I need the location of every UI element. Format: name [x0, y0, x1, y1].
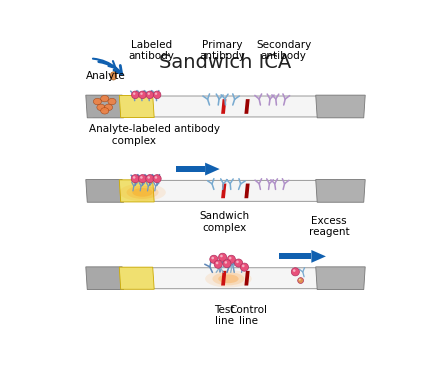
Polygon shape	[316, 267, 365, 290]
Circle shape	[133, 176, 136, 179]
Circle shape	[210, 255, 218, 263]
Circle shape	[291, 268, 300, 276]
Circle shape	[229, 257, 231, 259]
Ellipse shape	[119, 184, 166, 201]
Polygon shape	[244, 99, 249, 114]
Circle shape	[140, 176, 143, 179]
Text: Secondary
antibody: Secondary antibody	[256, 40, 312, 61]
Circle shape	[155, 93, 157, 95]
Circle shape	[214, 260, 222, 268]
Circle shape	[223, 260, 231, 268]
Ellipse shape	[132, 188, 153, 197]
Polygon shape	[312, 250, 326, 263]
Circle shape	[298, 277, 304, 284]
Polygon shape	[221, 99, 226, 114]
Circle shape	[131, 175, 139, 183]
Ellipse shape	[93, 98, 102, 105]
Circle shape	[211, 257, 214, 259]
Text: Analyte: Analyte	[86, 71, 125, 81]
Polygon shape	[221, 271, 226, 285]
Polygon shape	[316, 180, 365, 202]
Circle shape	[139, 175, 147, 183]
Text: Sandwich
complex: Sandwich complex	[199, 212, 249, 233]
Circle shape	[219, 253, 227, 261]
Circle shape	[227, 255, 235, 263]
Polygon shape	[90, 96, 364, 117]
FancyArrowPatch shape	[93, 59, 116, 68]
Polygon shape	[221, 184, 226, 198]
Polygon shape	[90, 268, 364, 289]
Bar	[279, 254, 312, 259]
Text: Test
line: Test line	[214, 305, 235, 326]
Circle shape	[147, 93, 150, 95]
Circle shape	[139, 91, 147, 99]
Polygon shape	[119, 180, 154, 202]
Polygon shape	[86, 95, 124, 118]
Circle shape	[235, 259, 243, 267]
Text: Sandwich ICA: Sandwich ICA	[159, 53, 292, 72]
Ellipse shape	[101, 95, 109, 102]
Circle shape	[132, 91, 139, 99]
Text: Primary
antibody: Primary antibody	[200, 40, 246, 61]
Bar	[176, 166, 205, 172]
Polygon shape	[244, 271, 249, 285]
Polygon shape	[90, 180, 364, 201]
Ellipse shape	[205, 270, 252, 288]
Polygon shape	[316, 95, 365, 118]
Circle shape	[153, 175, 161, 183]
Circle shape	[146, 91, 154, 99]
Circle shape	[224, 261, 227, 264]
Circle shape	[299, 279, 301, 280]
Circle shape	[293, 269, 296, 272]
Text: Control
line: Control line	[229, 305, 267, 326]
Circle shape	[242, 265, 245, 267]
Text: Labeled
antibody: Labeled antibody	[128, 40, 174, 61]
Polygon shape	[244, 184, 249, 198]
Ellipse shape	[104, 104, 113, 110]
Text: Analyte-labeled antibody
       complex: Analyte-labeled antibody complex	[89, 124, 220, 146]
Polygon shape	[86, 267, 124, 290]
Polygon shape	[86, 180, 124, 202]
Circle shape	[240, 263, 249, 271]
Circle shape	[236, 260, 239, 263]
Circle shape	[140, 93, 143, 95]
Ellipse shape	[101, 108, 109, 114]
Ellipse shape	[108, 98, 116, 105]
Ellipse shape	[218, 274, 238, 283]
Polygon shape	[119, 267, 154, 289]
Text: Excess
reagent: Excess reagent	[308, 216, 349, 237]
Ellipse shape	[127, 186, 158, 199]
Circle shape	[154, 176, 157, 179]
Circle shape	[220, 255, 223, 257]
Circle shape	[133, 93, 136, 95]
Circle shape	[153, 91, 161, 99]
Ellipse shape	[213, 272, 244, 285]
Ellipse shape	[110, 72, 117, 80]
Polygon shape	[205, 163, 220, 175]
Circle shape	[216, 262, 218, 264]
Ellipse shape	[97, 104, 105, 110]
FancyArrowPatch shape	[99, 62, 122, 74]
Polygon shape	[119, 95, 154, 118]
Circle shape	[147, 176, 150, 179]
Circle shape	[146, 175, 154, 183]
